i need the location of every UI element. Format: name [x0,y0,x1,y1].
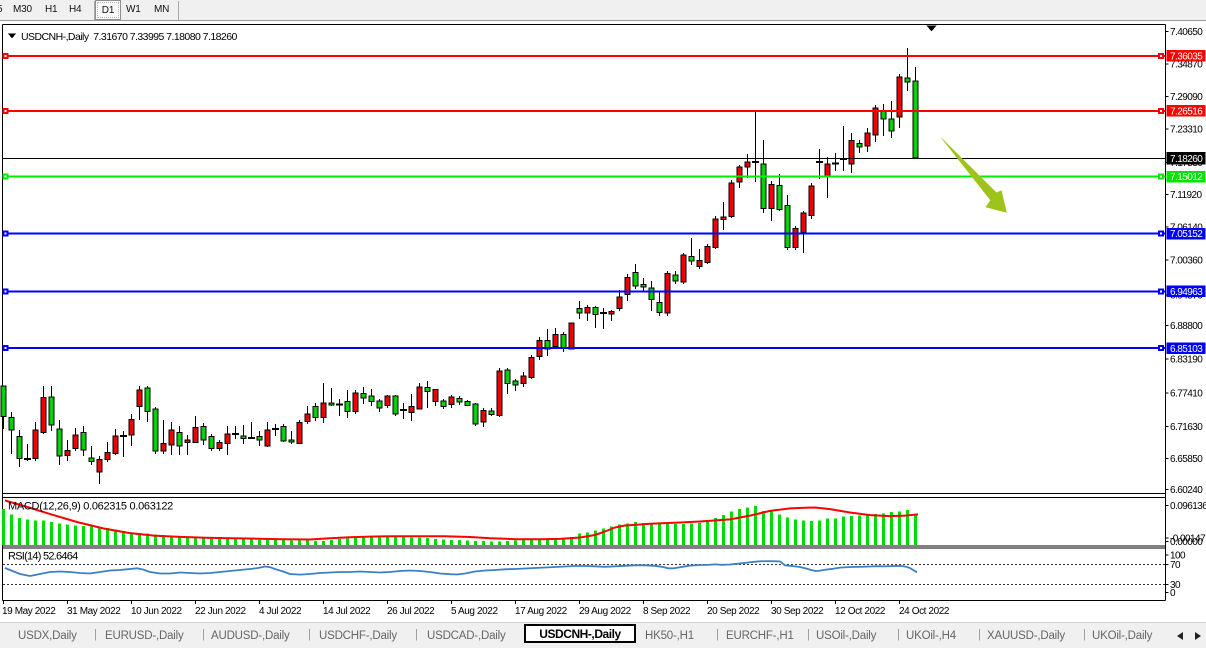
svg-text:14 Jul 2022: 14 Jul 2022 [323,606,371,617]
svg-text:6.88800: 6.88800 [1170,321,1203,332]
svg-text:7.00360: 7.00360 [1170,255,1203,266]
svg-text:26 Jul 2022: 26 Jul 2022 [387,606,435,617]
svg-text:7.26516: 7.26516 [1170,106,1203,117]
svg-text:0.096136: 0.096136 [1170,501,1206,512]
svg-text:4 Jul 2022: 4 Jul 2022 [259,606,302,617]
svg-text:7.18260: 7.18260 [1170,154,1203,165]
svg-text:100: 100 [1170,551,1186,562]
svg-text:12 Oct 2022: 12 Oct 2022 [835,606,886,617]
svg-text:10 Jun 2022: 10 Jun 2022 [131,606,182,617]
svg-text:70: 70 [1170,560,1181,571]
svg-text:7.11920: 7.11920 [1170,190,1203,201]
svg-text:MACD(12,26,9) 0.062315 0.06312: MACD(12,26,9) 0.062315 0.063122 [8,501,173,513]
svg-text:7.29090: 7.29090 [1170,92,1203,103]
svg-text:0: 0 [1170,588,1176,599]
svg-text:6.85103: 6.85103 [1170,344,1203,355]
svg-text:7.40650: 7.40650 [1170,27,1203,38]
svg-text:7.05152: 7.05152 [1170,229,1203,240]
svg-text:USDCNH-,Daily 7.31670 7.33995: USDCNH-,Daily 7.31670 7.33995 7.18080 7.… [21,31,237,43]
svg-text:0.00000: 0.00000 [1170,537,1203,548]
svg-text:6.71630: 6.71630 [1170,422,1203,433]
svg-text:6.94963: 6.94963 [1170,287,1203,298]
svg-text:7.36035: 7.36035 [1170,52,1203,63]
svg-text:8 Sep 2022: 8 Sep 2022 [643,606,691,617]
svg-text:17 Aug 2022: 17 Aug 2022 [515,606,568,617]
svg-text:7.23310: 7.23310 [1170,124,1203,135]
svg-text:30 Sep 2022: 30 Sep 2022 [771,606,824,617]
svg-text:29 Aug 2022: 29 Aug 2022 [579,606,632,617]
svg-text:24 Oct 2022: 24 Oct 2022 [899,606,950,617]
svg-text:22 Jun 2022: 22 Jun 2022 [195,606,246,617]
svg-text:6.77410: 6.77410 [1170,388,1203,399]
svg-text:-0.00147: -0.00147 [1170,534,1206,545]
svg-text:7.34870: 7.34870 [1170,60,1203,71]
svg-text:RSI(14) 52.6464: RSI(14) 52.6464 [8,551,78,563]
svg-text:30: 30 [1170,580,1181,591]
svg-text:5 Aug 2022: 5 Aug 2022 [451,606,498,617]
svg-text:6.83190: 6.83190 [1170,355,1203,366]
svg-text:7.15012: 7.15012 [1170,172,1203,183]
svg-text:31 May 2022: 31 May 2022 [67,606,121,617]
svg-text:6.65850: 6.65850 [1170,454,1203,465]
svg-text:19 May 2022: 19 May 2022 [2,606,56,617]
svg-text:20 Sep 2022: 20 Sep 2022 [707,606,760,617]
svg-text:6.60240: 6.60240 [1170,485,1203,496]
